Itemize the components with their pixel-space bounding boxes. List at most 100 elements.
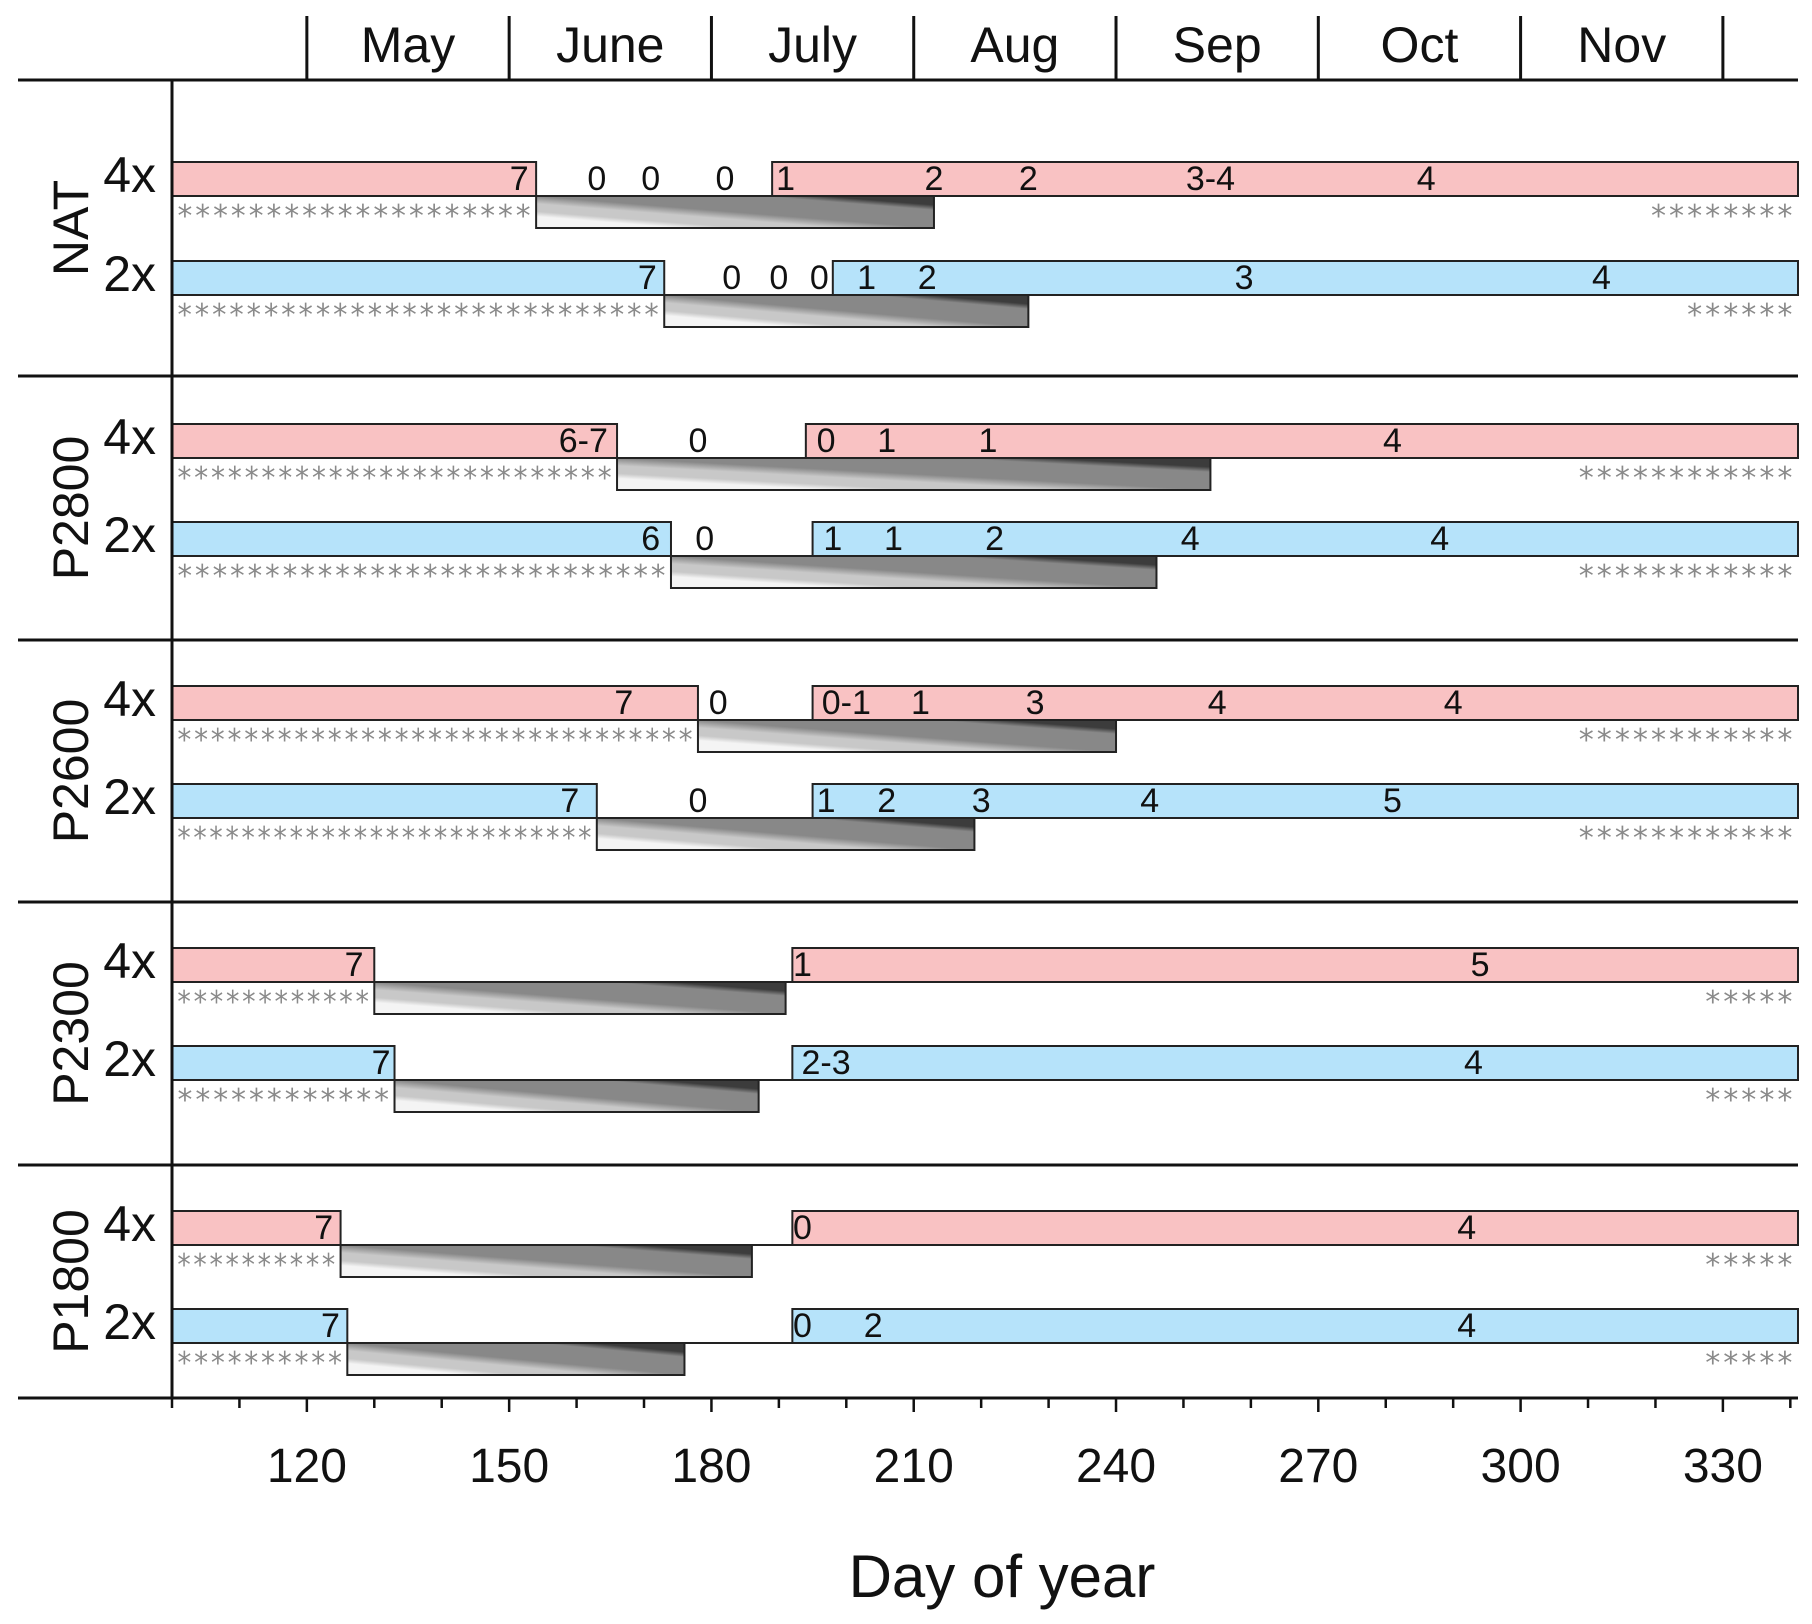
month-label-june: June: [556, 17, 664, 73]
development-bar: [373, 981, 787, 1015]
stage-label: 2: [924, 160, 943, 198]
stars-left: **************************: [176, 821, 593, 856]
stage-label: 0: [722, 259, 741, 297]
stage-label: 3-4: [1186, 160, 1235, 198]
stage-label: 4: [1592, 259, 1611, 297]
post-season-bar: [791, 1045, 1799, 1081]
ploidy-label: 4x: [103, 671, 156, 727]
stage-label: 2-3: [802, 1044, 851, 1082]
stage-label: 0-1: [822, 684, 871, 722]
stage-label: 4: [1417, 160, 1436, 198]
stars-left: **********: [176, 1248, 337, 1283]
stage-label: 0: [793, 1307, 812, 1345]
stage-label: 7: [314, 1209, 333, 1247]
month-label-may: May: [361, 17, 455, 73]
stars-left: ********************: [176, 199, 532, 234]
stage-label: 1: [776, 160, 795, 198]
stage-label: 0: [817, 422, 836, 460]
pre-season-bar: [171, 161, 538, 197]
x-tick-label-210: 210: [874, 1440, 954, 1493]
stage-label: 2: [1019, 160, 1038, 198]
stage-label: 4: [1181, 520, 1200, 558]
group-label: NAT: [43, 180, 99, 276]
pre-season-bar: [171, 947, 376, 983]
pre-season-bar: [171, 260, 666, 296]
group-label: P2600: [43, 699, 99, 844]
stage-label: 4: [1464, 1044, 1483, 1082]
ploidy-label: 4x: [103, 147, 156, 203]
stage-label: 4: [1457, 1307, 1476, 1345]
stage-label: 4: [1444, 684, 1463, 722]
stars-left: ************: [176, 985, 370, 1020]
stage-label: 0: [709, 684, 728, 722]
stage-label: 1: [877, 422, 896, 460]
group-p2600: P2600 4x 7 0 0-1 1 3 4 4************************…: [43, 671, 1799, 856]
post-season-bar: [811, 685, 1799, 721]
stars-left: **************************: [176, 461, 613, 496]
stage-label: 0: [688, 782, 707, 820]
month-label-nov: Nov: [1577, 17, 1666, 73]
stage-label: 0: [688, 422, 707, 460]
ploidy-label: 2x: [103, 246, 156, 302]
ploidy-label: 4x: [103, 1196, 156, 1252]
row-nat-2x: 2x 7 0 0 0 1 2 3 4**************************** **…: [103, 246, 1799, 333]
stage-label: 7: [614, 684, 633, 722]
pre-season-bar: [171, 521, 672, 557]
stars-right: ************: [1577, 559, 1794, 594]
group-label: P1800: [43, 1209, 99, 1354]
row-nat-4x: 4x 7 0 0 0 1 2 2 3-4 4******************** *******…: [103, 147, 1800, 234]
post-season-bar: [771, 161, 1800, 197]
row-p1800-2x: 2x 7 0 2 4********** *****: [103, 1294, 1799, 1381]
stage-label: 6-7: [559, 422, 608, 460]
stage-label: 0: [810, 259, 829, 297]
development-bar: [393, 1079, 760, 1113]
stage-label: 2: [918, 259, 937, 297]
development-bar: [669, 555, 1158, 589]
pre-season-bar: [171, 1045, 396, 1081]
post-season-bar: [804, 423, 1799, 459]
stars-right: *****: [1704, 985, 1794, 1020]
pre-season-bar: [171, 685, 699, 721]
post-season-bar: [791, 1210, 1799, 1246]
stage-label: 4: [1430, 520, 1449, 558]
row-p2800-4x: 4x 6-7 0 0 1 1 4************************** ****…: [103, 409, 1799, 496]
stage-label: 4: [1208, 684, 1227, 722]
stage-label: 0: [793, 1209, 812, 1247]
stage-label: 3: [1235, 259, 1254, 297]
pre-season-bar: [171, 783, 598, 819]
stage-label: 7: [510, 160, 529, 198]
development-bar: [595, 817, 976, 851]
stars-right: ************: [1577, 723, 1794, 758]
stage-label: 6: [641, 520, 660, 558]
stage-label: 2: [985, 520, 1004, 558]
stage-label: 7: [321, 1307, 340, 1345]
row-p2800-2x: 2x 6 0 1 1 2 4 4**************************** ***…: [103, 507, 1799, 594]
group-label: P2300: [43, 961, 99, 1106]
x-tick-label-330: 330: [1683, 1440, 1763, 1493]
stars-left: ****************************: [176, 559, 667, 594]
group-p1800: P1800 4x 7 0 4********** *****2x 7 0 2 4*********…: [43, 1196, 1799, 1381]
month-label-aug: Aug: [970, 17, 1059, 73]
month-label-july: July: [768, 17, 857, 73]
ploidy-label: 4x: [103, 933, 156, 989]
pre-season-bar: [171, 1210, 342, 1246]
stage-label: 3: [1026, 684, 1045, 722]
group-p2800: P2800 4x 6-7 0 0 1 1 4*************************…: [43, 409, 1799, 594]
stage-label: 0: [769, 259, 788, 297]
development-bar: [535, 195, 935, 229]
row-p2600-4x: 4x 7 0 0-1 1 3 4 4*****************************…: [103, 671, 1799, 758]
stars-right: ************: [1577, 821, 1794, 856]
stage-label: 2: [877, 782, 896, 820]
stage-label: 7: [345, 946, 364, 984]
post-season-bar: [831, 260, 1799, 296]
row-p1800-4x: 4x 7 0 4********** *****: [103, 1196, 1799, 1283]
pre-season-bar: [171, 423, 619, 459]
stage-label: 2: [864, 1307, 883, 1345]
ploidy-label: 2x: [103, 1294, 156, 1350]
stage-label: 4: [1140, 782, 1159, 820]
development-bar: [696, 719, 1118, 753]
month-label-sep: Sep: [1173, 17, 1262, 73]
